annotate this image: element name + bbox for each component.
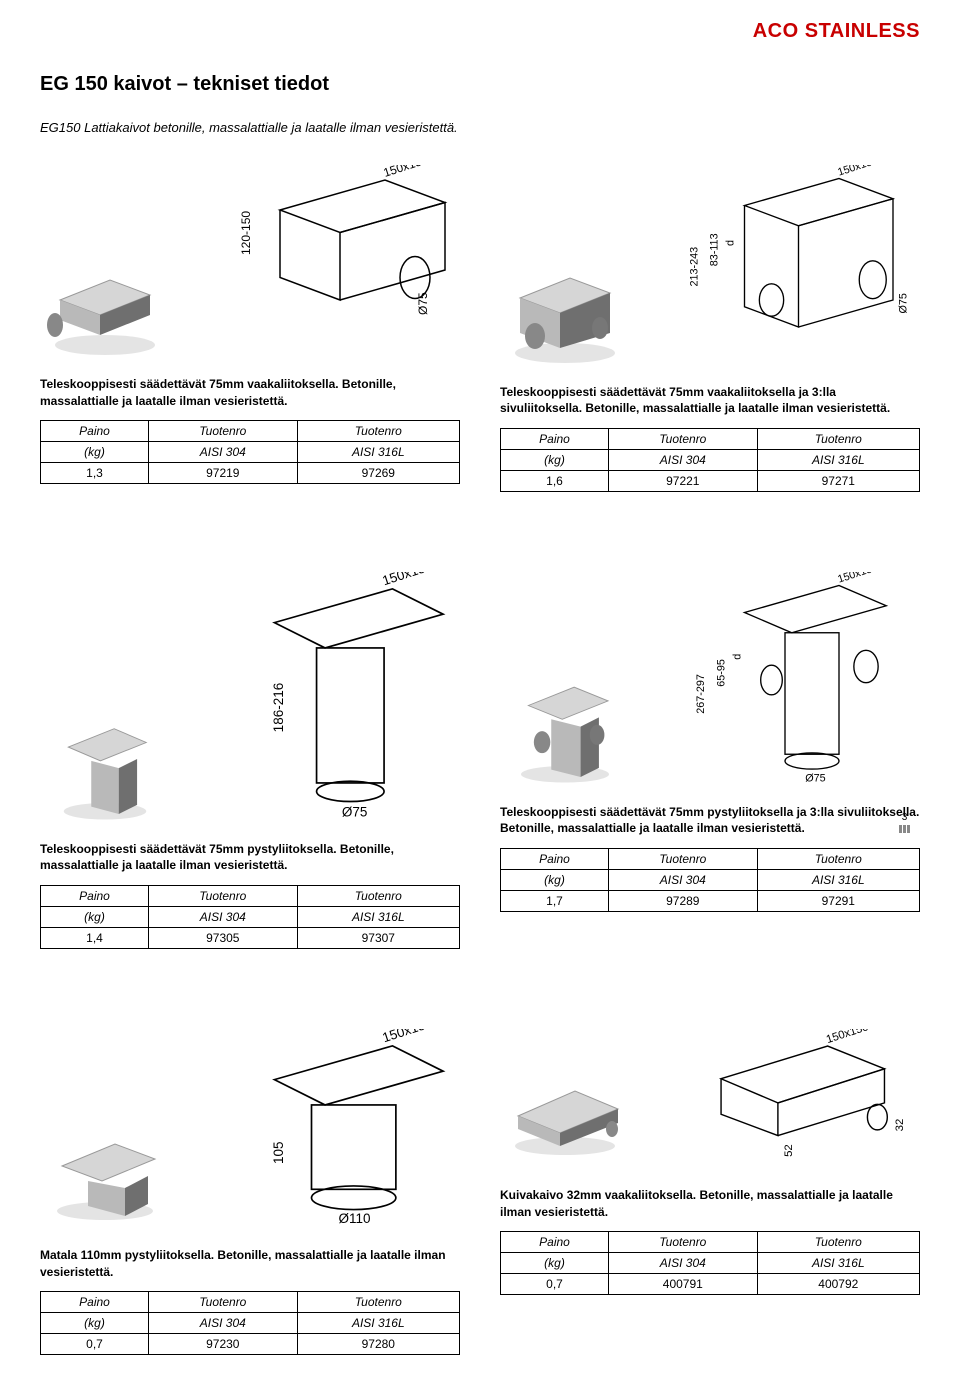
- dim-height: 267-297: [695, 674, 707, 714]
- th-aisi316: AISI 316L: [297, 442, 459, 463]
- brand-title: ACO STAINLESS: [40, 20, 920, 43]
- subtitle: EG150 Lattiakaivot betonille, massalatti…: [40, 120, 920, 135]
- dim-height: 213-243: [688, 247, 700, 287]
- table-row: 0,7 97230 97280: [41, 1334, 460, 1355]
- table-row: 1,4 97305 97307: [41, 927, 460, 948]
- row2-right: 150x150 267-297 65-95 d Ø75 Teleskooppis…: [500, 572, 920, 949]
- desc: Matala 110mm pystyliitoksella. Betonille…: [40, 1247, 460, 1281]
- row-3: 150x150 105 Ø110 Matala 110mm pystyliito…: [40, 1029, 920, 1356]
- dim-h2: 52: [783, 1144, 795, 1157]
- dim-h2: 83-113: [709, 233, 721, 266]
- diagram-dry-drain: 150x150 52 32: [650, 1029, 920, 1171]
- dim-plate: 150x150: [380, 1029, 434, 1045]
- render-horizontal-drain: [40, 250, 170, 360]
- row2-left: 150x150 186-216 Ø75 Teleskooppisesti sää…: [40, 572, 460, 949]
- table-row: 1,7 97289 97291: [501, 890, 920, 911]
- render-horizontal-drain-3side: [500, 258, 630, 368]
- dim-dia: Ø110: [339, 1211, 371, 1226]
- row1-right: 150x150 213-243 83-113 d Ø75 Teleskooppi…: [500, 165, 920, 492]
- th-tuotenro-316: Tuotenro: [297, 421, 459, 442]
- dim-dia: Ø75: [342, 804, 368, 819]
- dim-height: 186-216: [271, 682, 286, 732]
- dim-h2: 65-95: [715, 659, 727, 687]
- dim-plate: 150x150: [836, 572, 879, 586]
- table-row: 1,6 97221 97271: [501, 470, 920, 491]
- dim-height: 105: [271, 1141, 286, 1164]
- product-table: Paino Tuotenro Tuotenro (kg) AISI 304 AI…: [500, 848, 920, 912]
- product-table: Paino Tuotenro Tuotenro (kg) AISI 304 AI…: [500, 1231, 920, 1295]
- diagram-vertical-drain: 150x150 186-216 Ø75: [190, 572, 460, 825]
- desc: Teleskooppisesti säädettävät 75mm vaakal…: [500, 384, 920, 418]
- dim-plate: 150x150: [380, 572, 434, 588]
- page-title: EG 150 kaivot – tekniset tiedot: [40, 73, 920, 96]
- product-table: Paino Tuotenro Tuotenro (kg) AISI 304 AI…: [500, 428, 920, 492]
- row3-left: 150x150 105 Ø110 Matala 110mm pystyliito…: [40, 1029, 460, 1356]
- th-paino: Paino: [41, 421, 149, 442]
- product-table: Paino Tuotenro Tuotenro (kg) AISI 304 AI…: [40, 1291, 460, 1355]
- table-row: 0,7 400791 400792: [501, 1273, 920, 1294]
- dim-dia: Ø75: [805, 772, 825, 784]
- diagram-horizontal-drain: 150x150 120-150 Ø75: [190, 165, 460, 360]
- th-kg: (kg): [41, 442, 149, 463]
- dim-plate: 150x150: [382, 165, 430, 180]
- row1-left: 150x150 120-150 Ø75 Teleskooppisesti sää…: [40, 165, 460, 492]
- table-row: 1,3 97219 97269: [41, 463, 460, 484]
- row3-right: 150x150 52 32 Kuivakaivo 32mm vaakaliito…: [500, 1029, 920, 1356]
- render-low-vertical-drain: [40, 1121, 170, 1231]
- desc: Kuivakaivo 32mm vaakaliitoksella. Betoni…: [500, 1187, 920, 1221]
- dim-dia: Ø75: [416, 292, 430, 315]
- dim-plate: 150x150: [836, 165, 879, 179]
- dim-height: 120-150: [239, 211, 253, 255]
- dim-d: d: [731, 653, 743, 659]
- row-2: 150x150 186-216 Ø75 Teleskooppisesti sää…: [40, 572, 920, 949]
- th-aisi304: AISI 304: [148, 442, 297, 463]
- desc: Teleskooppisesti säädettävät 75mm pystyl…: [500, 804, 920, 838]
- desc: Teleskooppisesti säädettävät 75mm pystyl…: [40, 841, 460, 875]
- row-1: 150x150 120-150 Ø75 Teleskooppisesti sää…: [40, 165, 920, 492]
- render-dry-drain: [500, 1061, 630, 1171]
- dim-d: 32: [894, 1118, 906, 1131]
- dim-d: d: [725, 240, 737, 246]
- render-vertical-drain: [40, 715, 170, 825]
- diagram-horizontal-drain-3side: 150x150 213-243 83-113 d Ø75: [650, 165, 920, 368]
- diagram-low-vertical-drain: 150x150 105 Ø110: [190, 1029, 460, 1232]
- product-table: Paino Tuotenro Tuotenro (kg) AISI 304 AI…: [40, 885, 460, 949]
- product-table: Paino Tuotenro Tuotenro (kg) AISI 304 AI…: [40, 420, 460, 484]
- dim-plate: 150x150: [825, 1029, 870, 1046]
- desc: Teleskooppisesti säädettävät 75mm vaakal…: [40, 376, 460, 410]
- diagram-vertical-drain-3side: 150x150 267-297 65-95 d Ø75: [650, 572, 920, 788]
- page-number-tab: 3: [899, 812, 910, 833]
- render-vertical-drain-3side: [500, 678, 630, 788]
- dim-dia: Ø75: [898, 293, 910, 313]
- th-tuotenro-304: Tuotenro: [148, 421, 297, 442]
